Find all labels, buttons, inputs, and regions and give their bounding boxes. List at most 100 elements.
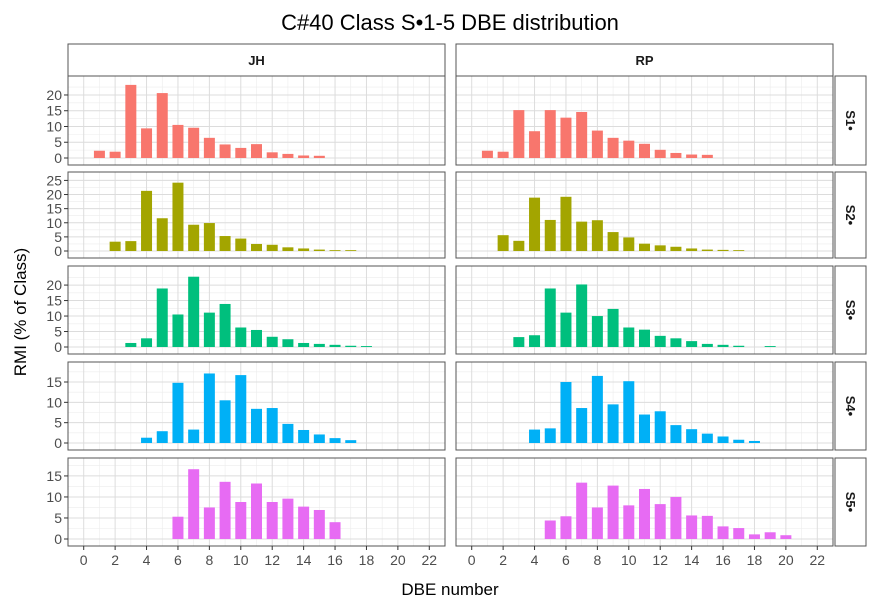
bar-jh-r5-dbe-10 xyxy=(235,502,247,539)
bar-rp-r3-dbe-5 xyxy=(544,288,556,347)
bar-jh-r4-dbe-6 xyxy=(172,382,184,443)
x-tick-label: 20 xyxy=(778,552,794,568)
bar-rp-r3-dbe-15 xyxy=(701,343,713,347)
bar-jh-r1-dbe-6 xyxy=(172,124,184,158)
bar-rp-r1-dbe-12 xyxy=(654,149,666,158)
bar-jh-r5-dbe-14 xyxy=(298,506,310,539)
y-tick-label: 0 xyxy=(54,531,62,547)
bar-rp-r2-dbe-14 xyxy=(686,248,698,251)
bar-rp-r1-dbe-13 xyxy=(670,152,682,158)
bar-rp-r2-dbe-13 xyxy=(670,246,682,251)
bar-rp-r5-dbe-7 xyxy=(576,482,588,539)
bar-rp-r3-dbe-11 xyxy=(639,329,650,347)
bar-rp-r4-dbe-7 xyxy=(576,408,588,443)
x-tick-label: 22 xyxy=(422,552,438,568)
row-strip-label-2: S2• xyxy=(843,205,858,226)
bar-jh-r4-dbe-16 xyxy=(329,438,341,443)
panel-jh-row-2 xyxy=(67,171,446,259)
y-tick-label: 15 xyxy=(46,201,62,217)
bar-rp-r3-dbe-7 xyxy=(576,284,588,347)
bar-rp-r4-dbe-6 xyxy=(560,382,572,443)
bar-rp-r1-dbe-9 xyxy=(607,137,619,158)
bar-jh-r2-dbe-9 xyxy=(219,236,231,251)
bar-rp-r5-dbe-8 xyxy=(591,507,603,539)
y-tick-label: 5 xyxy=(54,510,62,526)
bar-rp-r3-dbe-9 xyxy=(607,308,619,347)
bar-jh-r3-dbe-18 xyxy=(360,346,372,347)
bar-rp-r1-dbe-15 xyxy=(701,154,713,158)
bar-jh-r1-dbe-15 xyxy=(313,155,325,158)
bar-jh-r2-dbe-12 xyxy=(266,244,278,251)
y-tick-label: 15 xyxy=(46,293,62,309)
bar-jh-r5-dbe-11 xyxy=(251,483,262,539)
bar-rp-r2-dbe-9 xyxy=(607,232,619,251)
y-tick-label: 5 xyxy=(54,324,62,340)
x-tick-label: 2 xyxy=(111,552,119,568)
bar-jh-r1-dbe-4 xyxy=(141,128,153,158)
bar-rp-r4-dbe-17 xyxy=(733,439,745,443)
bar-rp-r1-dbe-4 xyxy=(529,131,541,158)
bar-jh-r3-dbe-9 xyxy=(219,303,231,347)
bar-rp-r4-dbe-13 xyxy=(670,425,682,443)
row-strip-label-5: S5• xyxy=(843,492,858,513)
panel-jh-row-5 xyxy=(67,457,446,547)
bar-rp-r3-dbe-3 xyxy=(513,337,525,347)
bar-jh-r5-dbe-9 xyxy=(219,481,231,539)
bar-rp-r2-dbe-3 xyxy=(513,240,525,251)
x-tick-label: 8 xyxy=(593,552,601,568)
bar-jh-r1-dbe-5 xyxy=(156,93,168,158)
panel-jh-row-4 xyxy=(67,361,446,451)
x-tick-label: 6 xyxy=(174,552,182,568)
row-strip-label-4: S4• xyxy=(843,396,858,417)
bar-rp-r2-dbe-6 xyxy=(560,196,572,251)
x-tick-label: 16 xyxy=(715,552,731,568)
x-tick-label: 0 xyxy=(468,552,476,568)
panel-border xyxy=(455,457,834,547)
bar-rp-r3-dbe-19 xyxy=(764,346,776,347)
bar-rp-r3-dbe-4 xyxy=(529,335,541,347)
bar-jh-r1-dbe-7 xyxy=(188,127,200,158)
bar-jh-r1-dbe-10 xyxy=(235,147,247,158)
bar-jh-r3-dbe-11 xyxy=(251,329,262,347)
bar-rp-r5-dbe-14 xyxy=(686,515,698,539)
bar-jh-r5-dbe-13 xyxy=(282,498,294,539)
y-tick-label: 5 xyxy=(54,415,62,431)
bar-jh-r2-dbe-4 xyxy=(141,190,153,251)
y-tick-label: 0 xyxy=(54,339,62,355)
bar-jh-r4-dbe-13 xyxy=(282,423,294,443)
x-tick-label: 18 xyxy=(359,552,375,568)
bar-rp-r1-dbe-14 xyxy=(686,154,698,158)
x-tick-label: 12 xyxy=(652,552,668,568)
x-tick-label: 6 xyxy=(562,552,570,568)
x-tick-label: 12 xyxy=(264,552,280,568)
bar-rp-r1-dbe-6 xyxy=(560,117,572,158)
panel-border xyxy=(67,75,446,166)
bar-jh-r1-dbe-13 xyxy=(282,153,294,158)
x-tick-label: 0 xyxy=(80,552,88,568)
panel-rp-row-1 xyxy=(455,75,834,166)
bar-jh-r1-dbe-9 xyxy=(219,144,231,158)
bar-rp-r2-dbe-5 xyxy=(544,219,556,251)
y-tick-label: 20 xyxy=(46,187,62,203)
bar-rp-r3-dbe-17 xyxy=(733,345,745,347)
bar-jh-r2-dbe-3 xyxy=(125,241,137,251)
y-tick-label: 20 xyxy=(46,277,62,293)
bar-rp-r1-dbe-11 xyxy=(639,143,650,158)
panel-rp-row-3 xyxy=(455,265,834,355)
panel-jh-row-3 xyxy=(67,265,446,355)
bar-rp-r2-dbe-10 xyxy=(623,237,635,251)
bar-rp-r4-dbe-5 xyxy=(544,428,556,443)
bar-rp-r4-dbe-15 xyxy=(701,433,713,443)
bar-jh-r2-dbe-2 xyxy=(109,241,121,251)
bar-jh-r1-dbe-2 xyxy=(109,151,121,158)
x-tick-label: 14 xyxy=(296,552,312,568)
bar-jh-r3-dbe-6 xyxy=(172,314,184,347)
bar-jh-r4-dbe-17 xyxy=(345,440,357,443)
bar-rp-r5-dbe-10 xyxy=(623,505,635,539)
bar-jh-r3-dbe-3 xyxy=(125,342,137,347)
panel-border xyxy=(455,265,834,355)
bar-jh-r2-dbe-11 xyxy=(251,243,262,251)
bar-jh-r4-dbe-10 xyxy=(235,375,247,443)
bar-jh-r2-dbe-16 xyxy=(329,250,341,251)
